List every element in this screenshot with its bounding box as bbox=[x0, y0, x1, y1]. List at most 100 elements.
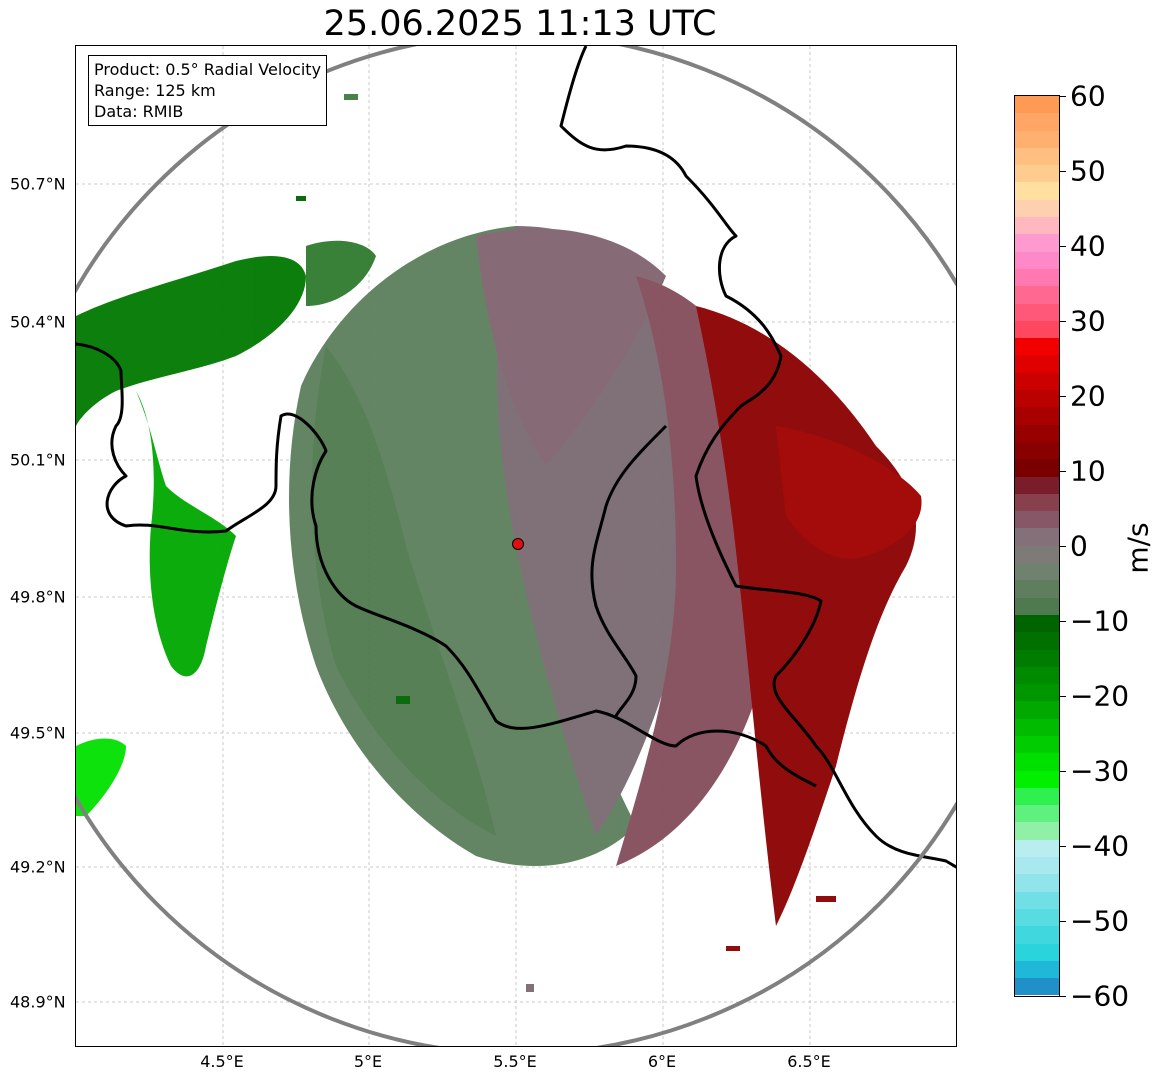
colorbar-segment bbox=[1015, 580, 1059, 598]
colorbar-segment bbox=[1015, 303, 1059, 321]
colorbar-tick-label: −30 bbox=[1070, 754, 1130, 788]
colorbar-tick bbox=[1060, 471, 1066, 472]
lat-label-49-5: 49.5°N bbox=[10, 723, 66, 743]
colorbar-segment bbox=[1015, 926, 1059, 944]
colorbar-segment bbox=[1015, 268, 1059, 287]
colorbar-segment bbox=[1015, 182, 1059, 200]
colorbar-tick-label: −40 bbox=[1070, 829, 1130, 863]
lat-label-50-7: 50.7°N bbox=[10, 174, 66, 194]
colorbar-segment bbox=[1015, 493, 1059, 512]
velocity-echoes bbox=[76, 94, 922, 992]
lat-label-50-4: 50.4°N bbox=[10, 312, 66, 332]
lon-label-5: 5°E bbox=[353, 1052, 383, 1071]
colorbar-unit-label: m/s bbox=[1121, 522, 1155, 574]
colorbar-segment bbox=[1015, 839, 1059, 858]
map-title: 25.06.2025 11:13 UTC bbox=[323, 4, 717, 44]
colorbar-tick bbox=[1060, 996, 1066, 997]
colorbar-segment bbox=[1015, 770, 1059, 788]
colorbar-segment bbox=[1015, 908, 1059, 927]
colorbar-tick bbox=[1060, 321, 1066, 322]
colorbar-tick-label: 30 bbox=[1070, 304, 1106, 338]
colorbar-segment bbox=[1015, 545, 1059, 564]
colorbar-tick-label: 40 bbox=[1070, 229, 1106, 263]
colorbar-segment bbox=[1015, 684, 1059, 702]
lon-label-6-5: 6.5°E bbox=[787, 1052, 831, 1071]
colorbar-segment bbox=[1015, 511, 1059, 529]
colorbar-tick bbox=[1060, 921, 1066, 922]
colorbar-segment bbox=[1015, 787, 1059, 806]
lon-label-5-5: 5.5°E bbox=[493, 1052, 537, 1071]
colorbar-segment bbox=[1015, 372, 1059, 391]
lat-label-50-1: 50.1°N bbox=[10, 450, 66, 470]
colorbar-segment bbox=[1015, 666, 1059, 685]
colorbar-tick bbox=[1060, 171, 1066, 172]
colorbar-segment bbox=[1015, 199, 1059, 218]
colorbar-segment bbox=[1015, 528, 1059, 546]
colorbar-segment bbox=[1015, 822, 1059, 840]
colorbar-segment bbox=[1015, 165, 1059, 183]
colorbar-segment bbox=[1015, 355, 1059, 373]
colorbar-tick bbox=[1060, 96, 1066, 97]
colorbar-segment bbox=[1015, 874, 1059, 892]
colorbar-segment bbox=[1015, 424, 1059, 442]
product-label: Product: 0.5° Radial Velocity bbox=[94, 60, 322, 79]
lon-label-4-5: 4.5°E bbox=[200, 1052, 244, 1071]
colorbar-segment bbox=[1015, 597, 1059, 615]
radar-map-canvas bbox=[76, 46, 956, 1046]
colorbar-segment bbox=[1015, 891, 1059, 909]
colorbar-segment bbox=[1015, 857, 1059, 875]
colorbar-segment bbox=[1015, 407, 1059, 425]
velocity-colorbar bbox=[1014, 95, 1060, 997]
colorbar-segment bbox=[1015, 960, 1059, 979]
data-source-label: Data: RMIB bbox=[94, 102, 184, 121]
colorbar-tick-label: 20 bbox=[1070, 379, 1106, 413]
colorbar-segment bbox=[1015, 718, 1059, 736]
colorbar-segment bbox=[1015, 632, 1059, 650]
colorbar-segment bbox=[1015, 251, 1059, 269]
colorbar-tick bbox=[1060, 846, 1066, 847]
colorbar-segment bbox=[1015, 943, 1059, 961]
lat-label-49-2: 49.2°N bbox=[10, 857, 66, 877]
colorbar-segment bbox=[1015, 234, 1059, 252]
product-info-box: Product: 0.5° Radial Velocity Range: 125… bbox=[88, 55, 328, 126]
colorbar-segment bbox=[1015, 217, 1059, 235]
colorbar-tick-label: −50 bbox=[1070, 904, 1130, 938]
colorbar-tick bbox=[1060, 246, 1066, 247]
colorbar-tick-label: 0 bbox=[1070, 529, 1088, 563]
colorbar-segment bbox=[1015, 338, 1059, 356]
colorbar-tick-label: −20 bbox=[1070, 679, 1130, 713]
colorbar-segment bbox=[1015, 805, 1059, 823]
colorbar-segment bbox=[1015, 459, 1059, 477]
colorbar-segment bbox=[1015, 441, 1059, 460]
colorbar-segment bbox=[1015, 753, 1059, 771]
colorbar-tick-label: 60 bbox=[1070, 79, 1106, 113]
colorbar-tick-label: −10 bbox=[1070, 604, 1130, 638]
colorbar-tick-label: 10 bbox=[1070, 454, 1106, 488]
colorbar-segment bbox=[1015, 701, 1059, 719]
range-label: Range: 125 km bbox=[94, 81, 216, 100]
colorbar-tick bbox=[1060, 621, 1066, 622]
country-borders bbox=[76, 46, 956, 869]
colorbar-segment bbox=[1015, 113, 1059, 131]
colorbar-segment bbox=[1015, 130, 1059, 148]
colorbar-segment bbox=[1015, 320, 1059, 339]
lat-label-48-9: 48.9°N bbox=[10, 992, 66, 1012]
lon-label-6: 6°E bbox=[647, 1052, 677, 1071]
colorbar-segment bbox=[1015, 614, 1059, 633]
colorbar-segment bbox=[1015, 286, 1059, 304]
colorbar-segment bbox=[1015, 390, 1059, 408]
radar-marker[interactable] bbox=[512, 538, 524, 550]
colorbar-segment bbox=[1015, 147, 1059, 166]
colorbar-segment bbox=[1015, 735, 1059, 754]
colorbar-segment bbox=[1015, 978, 1059, 996]
colorbar-tick bbox=[1060, 696, 1066, 697]
colorbar-tick bbox=[1060, 396, 1066, 397]
colorbar-tick-label: 50 bbox=[1070, 154, 1106, 188]
colorbar-tick bbox=[1060, 546, 1066, 547]
colorbar-segment bbox=[1015, 649, 1059, 667]
colorbar-tick bbox=[1060, 771, 1066, 772]
colorbar-segment bbox=[1015, 96, 1059, 114]
lat-label-49-8: 49.8°N bbox=[10, 587, 66, 607]
radar-map[interactable]: Product: 0.5° Radial Velocity Range: 125… bbox=[75, 45, 957, 1047]
colorbar-segment bbox=[1015, 563, 1059, 581]
